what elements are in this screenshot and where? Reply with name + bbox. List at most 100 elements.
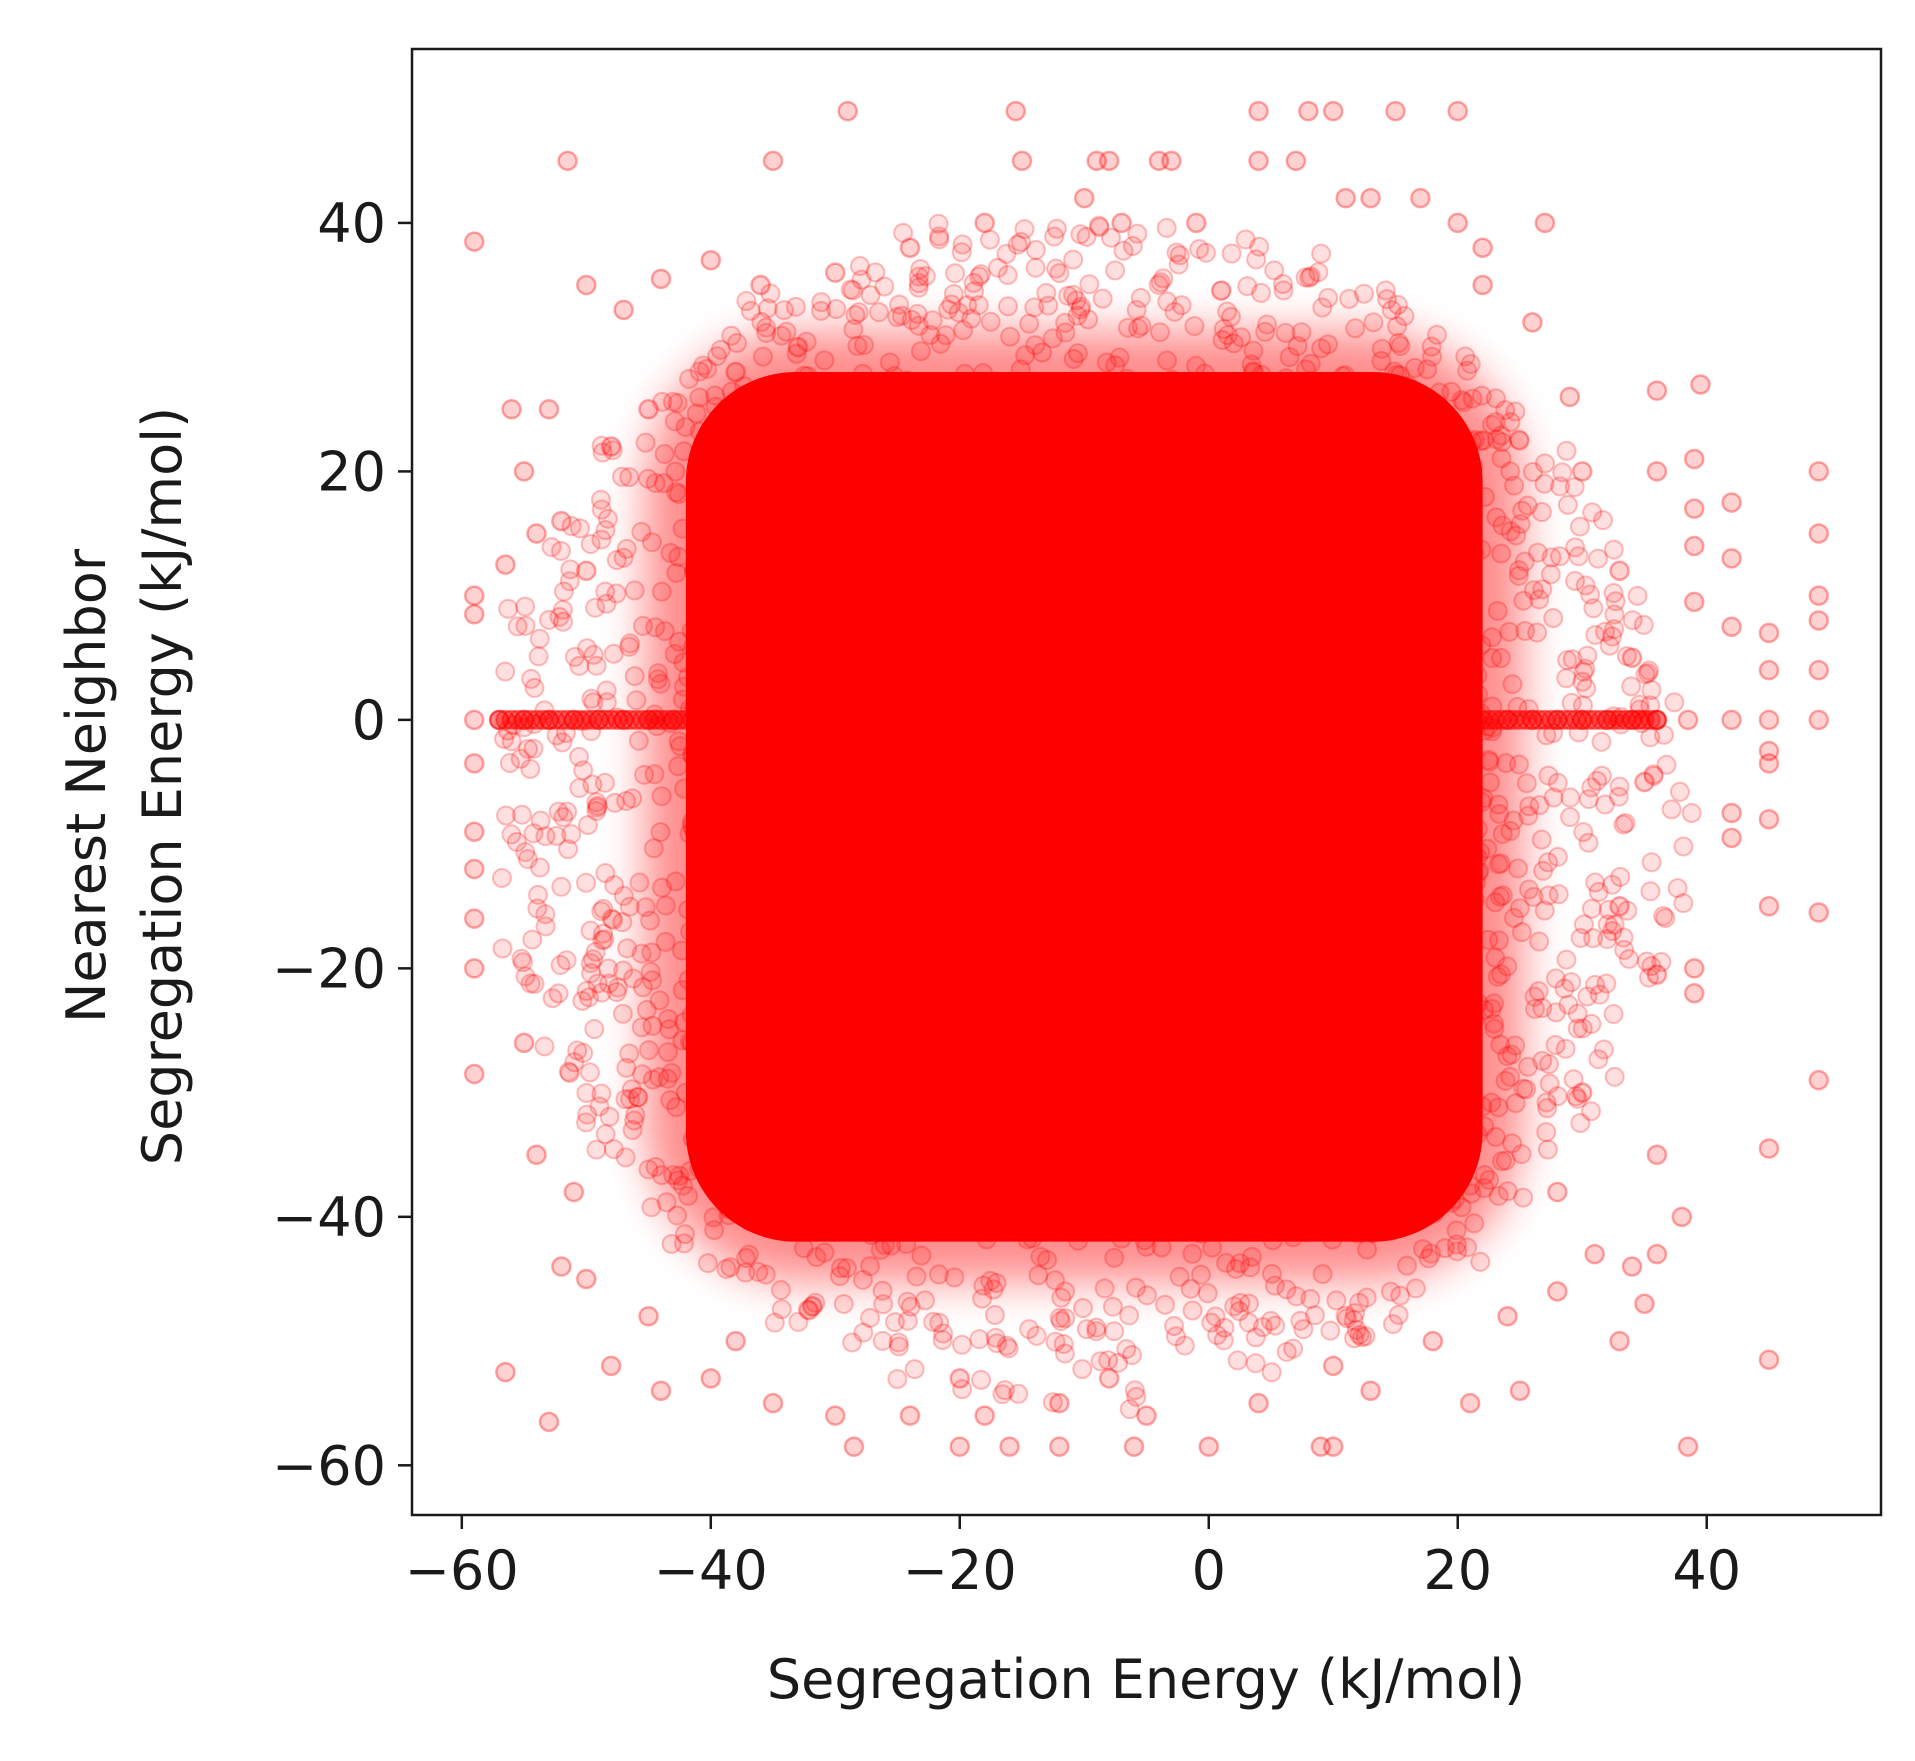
scatter-point: [660, 1090, 681, 1111]
scatter-point: [1342, 926, 1363, 947]
scatter-point: [1278, 638, 1299, 659]
scatter-point: [865, 1060, 886, 1081]
scatter-point: [882, 458, 903, 479]
scatter-point: [1188, 521, 1209, 542]
scatter-point: [1189, 239, 1210, 260]
scatter-point: [1439, 429, 1460, 450]
scatter-point: [1149, 527, 1170, 548]
scatter-point: [1573, 822, 1594, 843]
scatter-point: [1115, 542, 1136, 563]
scatter-point: [874, 910, 895, 931]
scatter-point: [1347, 1212, 1368, 1233]
scatter-point: [745, 681, 766, 702]
scatter-point: [1470, 1251, 1491, 1272]
scatter-point: [1260, 842, 1281, 863]
scatter-point: [924, 642, 945, 663]
scatter-point: [638, 1159, 659, 1180]
scatter-point: [586, 801, 607, 822]
scatter-point: [1153, 418, 1174, 439]
scatter-point: [1312, 297, 1333, 318]
scatter-point: [951, 242, 972, 263]
scatter-point: [795, 999, 816, 1020]
scatter-point: [891, 305, 912, 326]
scatter-point: [872, 1280, 893, 1301]
scatter-point: [1561, 972, 1582, 993]
scatter-point: [666, 1097, 687, 1118]
scatter-point: [1269, 748, 1290, 769]
scatter-point: [1102, 493, 1123, 514]
scatter-point: [716, 1258, 737, 1279]
scatter-point: [1409, 487, 1430, 508]
scatter-point: [1629, 709, 1650, 730]
scatter-point: [721, 325, 742, 346]
scatter-point: [902, 701, 923, 722]
scatter-point: [1110, 868, 1131, 889]
scatter-point: [1232, 458, 1253, 479]
scatter-point: [567, 1040, 588, 1061]
scatter-point: [1008, 1383, 1029, 1404]
scatter-point: [1538, 885, 1559, 906]
scatter-point: [569, 655, 590, 676]
scatter-point: [987, 257, 1008, 278]
scatter-point: [872, 1330, 893, 1351]
scatter-point: [670, 736, 691, 757]
scatter-point: [736, 583, 757, 604]
scatter-point: [1511, 1144, 1532, 1165]
scatter-point: [904, 913, 925, 934]
scatter-point: [1514, 551, 1535, 572]
scatter-point: [1122, 443, 1143, 464]
scatter-point: [784, 833, 805, 854]
scatter-point: [584, 1019, 605, 1040]
scatter-point: [1241, 354, 1262, 375]
scatter-point: [873, 668, 894, 689]
scatter-point: [818, 502, 839, 523]
scatter-point: [843, 1436, 865, 1457]
scatter-point: [1543, 787, 1564, 808]
scatter-point: [463, 604, 485, 625]
scatter-point: [932, 1330, 953, 1351]
scatter-point: [873, 1294, 894, 1315]
scatter-point: [771, 808, 792, 829]
scatter-point: [530, 810, 551, 831]
scatter-point: [1635, 664, 1656, 685]
scatter-point: [1547, 1086, 1568, 1107]
scatter-point: [1097, 880, 1118, 901]
scatter-point: [1444, 575, 1465, 596]
scatter-point: [1200, 411, 1221, 432]
scatter-point: [1459, 1392, 1481, 1414]
scatter-point: [1099, 793, 1120, 814]
scatter-point: [1091, 985, 1112, 1006]
scatter-point: [1137, 789, 1158, 810]
scatter-point: [1223, 333, 1244, 354]
scatter-point: [1808, 585, 1830, 606]
scatter-point: [1006, 1053, 1027, 1074]
scatter-point: [1028, 1265, 1049, 1286]
scatter-point: [833, 1293, 854, 1314]
scatter-point: [764, 1058, 785, 1079]
scatter-point: [680, 1031, 701, 1052]
scatter-point: [623, 968, 644, 989]
scatter-point: [1471, 385, 1492, 406]
scatter-point: [1173, 1051, 1194, 1072]
scatter-point: [607, 977, 628, 998]
scatter-point: [783, 909, 804, 930]
scatter-point: [897, 1060, 918, 1081]
scatter-point: [913, 700, 934, 721]
scatter-point: [749, 937, 770, 958]
scatter-point: [666, 482, 687, 503]
scatter-point: [1217, 650, 1238, 671]
scatter-point: [1355, 1173, 1376, 1194]
scatter-point: [1539, 1054, 1560, 1075]
scatter-point: [1163, 836, 1184, 857]
scatter-point: [1024, 297, 1045, 318]
scatter-point: [1283, 1147, 1304, 1168]
scatter-point: [726, 333, 747, 354]
scatter-point: [996, 1335, 1017, 1356]
scatter-point: [1758, 709, 1780, 731]
scatter-point: [1238, 1312, 1259, 1333]
scatter-point: [1418, 1001, 1439, 1022]
scatter-point: [641, 1197, 662, 1218]
scatter-point: [978, 546, 999, 567]
scatter-point: [996, 629, 1017, 650]
scatter-point: [759, 843, 780, 864]
